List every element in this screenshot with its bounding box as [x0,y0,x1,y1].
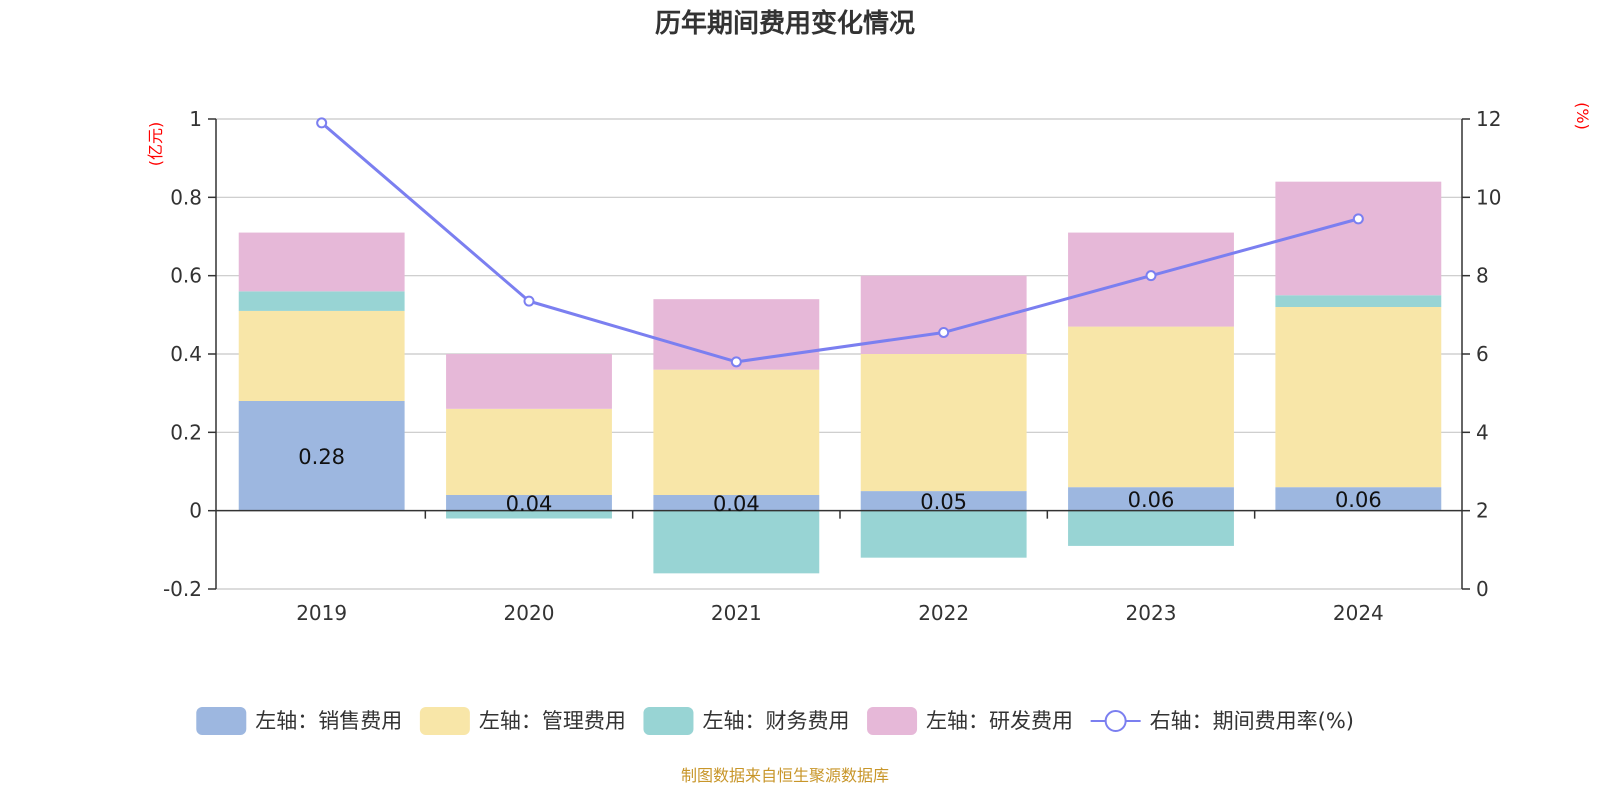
data-label: 0.04 [506,492,553,516]
bar-finance-2020 [446,510,612,519]
legend-label: 左轴：财务费用 [702,709,849,733]
left-tick-label: 0.8 [170,185,202,209]
bar-sales-2024 [1275,487,1442,511]
legend-label: 左轴：销售费用 [255,709,402,733]
left-tick-label: 0.2 [170,420,202,444]
right-tick-label: 8 [1476,264,1489,288]
data-labels: 0.28 0.04 0.04 0.05 0.06 0.06 [298,445,1381,516]
bar-finance-2021 [653,510,820,574]
left-axis-unit: (亿元) [146,122,165,167]
right-tick-label: 2 [1476,499,1489,523]
left-tick-label: 0.6 [170,264,202,288]
x-tick-label: 2020 [504,601,555,625]
legend-label: 左轴：研发费用 [926,709,1073,733]
left-tick-label: 1 [189,107,202,131]
x-tick-label: 2019 [296,601,347,625]
rate-line-point [523,295,535,307]
legend-swatch-sales [196,707,247,735]
x-tick-label: 2021 [711,601,762,625]
bar-admin-2020 [446,408,612,495]
left-tick-label: -0.2 [163,577,202,601]
right-axis-unit: (%) [1573,102,1592,130]
bar-sales-2020 [446,495,612,511]
x-tick-label: 2024 [1333,601,1384,625]
rate-line [316,117,1364,368]
legend-item[interactable]: 左轴：管理费用 [419,707,626,735]
x-tick-label: 2022 [918,601,969,625]
rate-line-point [1145,270,1157,282]
bar-admin-2019 [238,310,405,401]
legend-swatch-admin [419,707,470,735]
bar-rd-2024 [1275,181,1442,296]
legend-swatch-finance [643,707,694,735]
bars [238,181,1442,574]
data-label: 0.04 [713,492,760,516]
bar-finance-2019 [238,291,405,311]
bar-admin-2022 [860,354,1027,492]
right-tick-label: 12 [1476,107,1501,131]
bar-finance-2023 [1068,510,1234,546]
rate-line-point [1352,213,1364,225]
grid-lines [216,118,1462,590]
bar-rd-2022 [860,275,1027,354]
data-label: 0.06 [1335,488,1382,512]
data-label: 0.05 [920,490,967,514]
rate-line-point [938,326,950,338]
rate-line-point [316,117,328,129]
left-tick-label: 0.4 [170,342,202,366]
bar-sales-2021 [653,495,820,511]
bar-rd-2019 [238,232,405,292]
right-tick-label: 0 [1476,577,1489,601]
bar-admin-2024 [1275,307,1442,488]
bar-sales-2022 [860,491,1027,511]
bar-finance-2022 [860,510,1027,558]
legend-swatch-rd [867,707,918,735]
legend-item[interactable]: 右轴：期间费用率(%) [1090,709,1354,733]
legend[interactable]: 左轴：销售费用 左轴：管理费用 左轴：财务费用 左轴：研发费用 右轴：期间费用率(%) [196,707,1354,735]
left-tick-label: 0 [189,499,202,523]
bar-rd-2020 [446,354,612,409]
bar-admin-2021 [653,369,820,495]
bar-finance-2024 [1275,295,1442,307]
legend-circle-icon [1104,710,1127,732]
legend-label: 右轴：期间费用率(%) [1150,709,1354,733]
data-label: 0.28 [298,445,345,469]
right-tick-label: 4 [1476,420,1489,444]
bar-sales-2019 [238,401,405,511]
rate-line-path [320,121,1359,364]
legend-label: 左轴：管理费用 [479,709,626,733]
chart-title: 历年期间费用变化情况 [655,8,915,39]
legend-item[interactable]: 左轴：研发费用 [867,707,1073,735]
bar-admin-2023 [1068,326,1234,488]
legend-item[interactable]: 左轴：销售费用 [196,707,402,735]
rate-line-point [730,356,742,368]
source-note: 制图数据来自恒生聚源数据库 [681,766,889,785]
data-label: 0.06 [1128,488,1175,512]
right-tick-label: 10 [1476,185,1501,209]
bar-sales-2023 [1068,487,1234,511]
right-tick-label: 6 [1476,342,1489,366]
legend-item[interactable]: 左轴：财务费用 [643,707,849,735]
x-tick-label: 2023 [1126,601,1177,625]
